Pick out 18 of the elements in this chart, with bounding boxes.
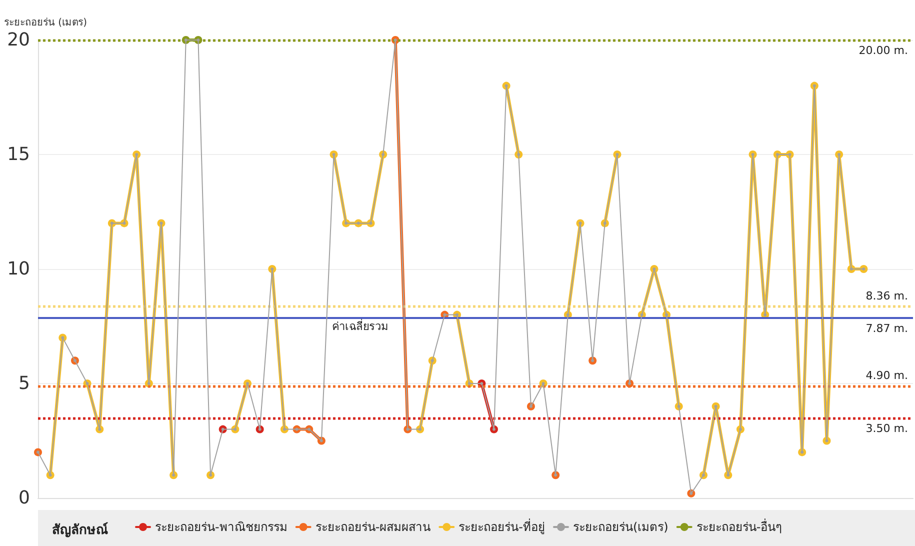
- ref-line-label: 3.50 m.: [866, 422, 908, 435]
- ref-line-label: 7.87 m.: [866, 322, 908, 335]
- y-axis-title: ระยะถอยร่น (เมตร): [4, 18, 88, 28]
- ref-line-label: 8.36 m.: [866, 290, 908, 303]
- legend-label: ระยะถอยร่น-พาณิชยกรรม: [155, 520, 288, 534]
- y-tick-label: 10: [7, 258, 30, 280]
- legend-title: สัญลักษณ์: [52, 522, 108, 538]
- y-tick-label: 15: [7, 144, 30, 165]
- y-tick-label: 5: [18, 373, 30, 394]
- annotation: ค่าเฉลี่ยรวม: [332, 318, 388, 333]
- legend-label: ระยะถอยร่น-อื่นๆ: [696, 518, 782, 534]
- ref-line-label: 20.00 m.: [858, 44, 908, 57]
- legend-label: ระยะถอยร่น-ผสมผสาน: [315, 520, 431, 534]
- legend-label: ระยะถอยร่น(เมตร): [572, 520, 668, 534]
- legend-label: ระยะถอยร่น-ที่อยู่: [458, 518, 546, 535]
- y-tick-label: 0: [18, 488, 30, 508]
- ref-line-label: 4.90 m.: [866, 368, 908, 382]
- y-tick-label: 20: [7, 30, 30, 50]
